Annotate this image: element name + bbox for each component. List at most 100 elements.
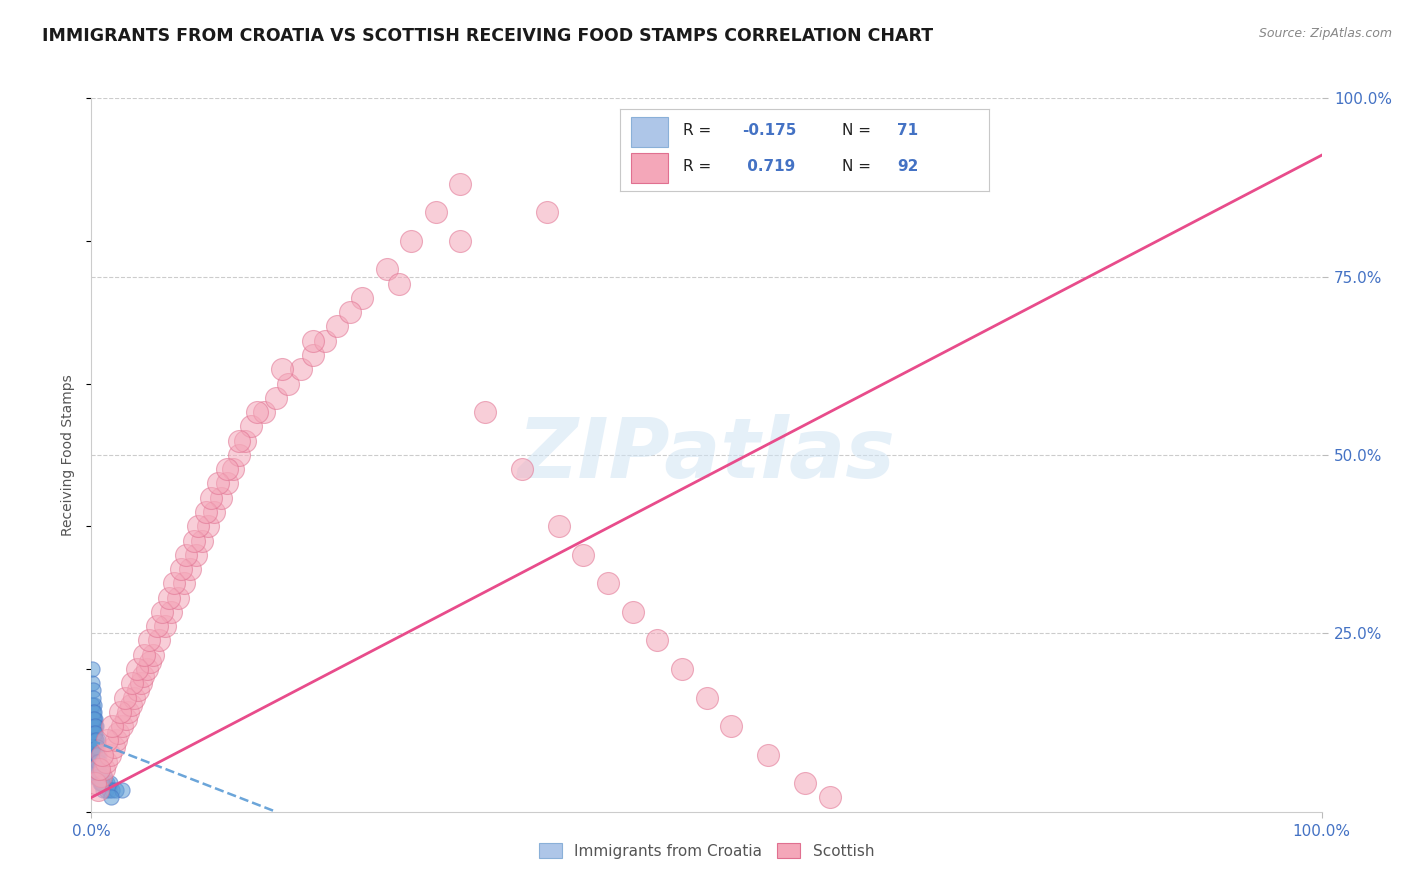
Point [96, 733, 118, 747]
Point [246, 405, 269, 419]
Point [105, 733, 127, 747]
Point [108, 705, 131, 719]
Point [756, 747, 779, 762]
Point [84, 769, 107, 783]
Point [121, 676, 143, 690]
Point [148, 633, 170, 648]
Point [86, 783, 108, 797]
Point [83, 698, 105, 712]
Point [202, 505, 225, 519]
Point [510, 462, 533, 476]
Point [87, 747, 110, 762]
Point [82, 733, 104, 747]
Point [671, 662, 693, 676]
Point [87, 755, 110, 769]
Point [101, 783, 124, 797]
Point [98, 776, 121, 790]
Y-axis label: Receiving Food Stamps: Receiving Food Stamps [62, 374, 76, 536]
Point [86, 740, 108, 755]
Point [425, 205, 447, 219]
Point [86, 755, 108, 769]
Point [449, 234, 471, 248]
Point [82, 769, 104, 783]
Point [103, 740, 125, 755]
Point [90, 762, 112, 776]
Point [194, 505, 217, 519]
Point [375, 262, 398, 277]
Point [89, 769, 111, 783]
Point [97, 783, 120, 797]
Point [173, 576, 195, 591]
Point [82, 698, 104, 712]
Point [111, 719, 134, 733]
Point [96, 776, 118, 790]
Point [572, 548, 595, 562]
Point [91, 747, 114, 762]
Point [86, 740, 108, 755]
Point [89, 769, 111, 783]
Point [207, 476, 229, 491]
Point [83, 726, 105, 740]
Point [87, 762, 110, 776]
Point [793, 776, 815, 790]
Point [222, 462, 245, 476]
Point [352, 291, 374, 305]
Point [98, 747, 121, 762]
Point [83, 712, 105, 726]
Point [271, 362, 294, 376]
Point [191, 533, 214, 548]
Point [170, 562, 193, 576]
Point [83, 705, 105, 719]
Point [233, 434, 256, 448]
Point [87, 733, 110, 747]
Point [90, 776, 112, 790]
Point [84, 733, 107, 747]
Point [82, 683, 104, 698]
Point [125, 662, 148, 676]
Point [80, 719, 103, 733]
Point [83, 747, 105, 762]
Point [94, 776, 117, 790]
Point [388, 277, 411, 291]
Point [264, 391, 287, 405]
Point [634, 162, 657, 177]
Point [536, 205, 558, 219]
Point [93, 762, 115, 776]
Point [91, 776, 114, 790]
Point [111, 783, 134, 797]
Point [86, 755, 108, 769]
Point [127, 683, 149, 698]
Point [253, 405, 276, 419]
Point [100, 790, 122, 805]
Point [145, 619, 167, 633]
Point [166, 591, 188, 605]
Point [90, 769, 112, 783]
Point [132, 669, 155, 683]
Point [82, 676, 104, 690]
Point [89, 755, 111, 769]
Point [339, 305, 361, 319]
Point [621, 605, 644, 619]
Point [84, 755, 107, 769]
Point [83, 740, 105, 755]
Point [89, 776, 111, 790]
Point [277, 376, 299, 391]
Text: IMMIGRANTS FROM CROATIA VS SCOTTISH RECEIVING FOOD STAMPS CORRELATION CHART: IMMIGRANTS FROM CROATIA VS SCOTTISH RECE… [42, 27, 934, 45]
Point [818, 790, 841, 805]
Legend: Immigrants from Croatia, Scottish: Immigrants from Croatia, Scottish [533, 837, 880, 864]
Point [314, 334, 336, 348]
Point [101, 719, 124, 733]
Point [474, 405, 496, 419]
Point [84, 762, 107, 776]
Point [142, 648, 165, 662]
Point [209, 491, 232, 505]
Point [82, 747, 104, 762]
Point [96, 755, 117, 769]
Point [87, 769, 110, 783]
Point [87, 762, 110, 776]
Point [124, 690, 146, 705]
Point [301, 334, 323, 348]
Point [93, 769, 115, 783]
Point [135, 662, 157, 676]
Point [150, 605, 173, 619]
